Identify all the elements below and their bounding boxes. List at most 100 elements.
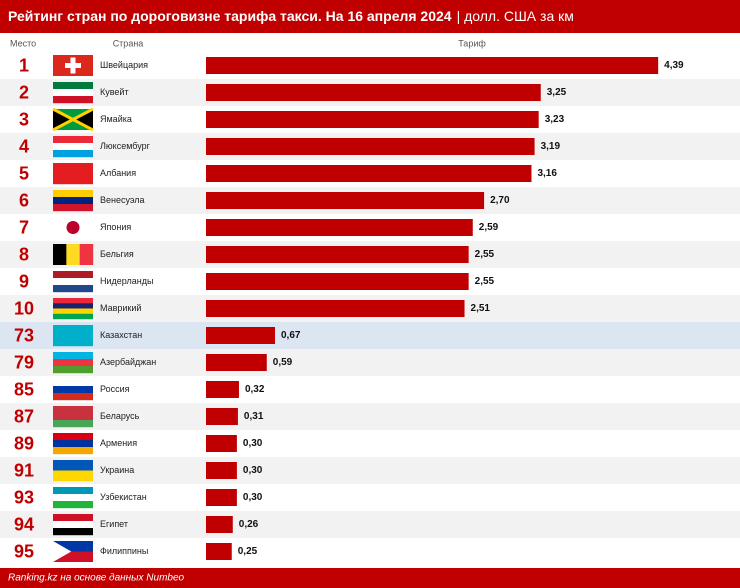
value-label: 0,67 xyxy=(281,330,301,341)
flag-part xyxy=(53,109,73,130)
country: Швейцария xyxy=(100,60,148,70)
bar xyxy=(206,138,535,155)
rank: 87 xyxy=(14,406,34,426)
flag-stripe xyxy=(53,386,93,394)
header: Тариф xyxy=(458,38,486,48)
title-bar xyxy=(0,0,740,33)
country: Армения xyxy=(100,438,137,448)
value-label: 0,32 xyxy=(245,384,265,395)
country: Россия xyxy=(100,384,130,394)
title: Рейтинг стран по дороговизне тарифа такс… xyxy=(8,8,452,24)
bar xyxy=(206,111,539,128)
flag-stripe xyxy=(53,82,93,90)
rank: 85 xyxy=(14,379,34,399)
row-background xyxy=(0,322,740,349)
header: Страна xyxy=(113,38,144,48)
flag-stripe xyxy=(53,521,93,529)
flag-sun xyxy=(66,221,80,234)
flag-stripe xyxy=(53,359,93,367)
flag-stripe xyxy=(53,413,93,421)
bar xyxy=(206,543,232,560)
value-label: 0,26 xyxy=(239,519,259,530)
flag-stripe xyxy=(53,96,93,104)
flag-stripe xyxy=(53,494,93,502)
flag-stripe xyxy=(53,313,93,320)
rank: 8 xyxy=(19,244,29,264)
flag-stripe xyxy=(53,528,93,536)
country: Узбекистан xyxy=(100,492,147,502)
country: Азербайджан xyxy=(100,357,156,367)
row-background xyxy=(0,538,740,565)
rank: 4 xyxy=(19,136,29,156)
rank: 9 xyxy=(19,271,29,291)
value-label: 0,30 xyxy=(243,438,263,449)
country: Филиппины xyxy=(100,546,148,556)
row-background xyxy=(0,457,740,484)
country: Египет xyxy=(100,519,128,529)
value-label: 2,59 xyxy=(479,222,499,233)
flag-stripe xyxy=(66,244,80,265)
flag-stripe xyxy=(53,460,93,471)
flag-stripe xyxy=(53,190,93,198)
rank: 10 xyxy=(14,298,34,318)
flag-part xyxy=(52,107,94,132)
row-background xyxy=(0,403,740,430)
flag-part xyxy=(53,541,72,562)
flag-stripe xyxy=(53,143,93,151)
flag-stripe xyxy=(79,244,94,265)
rank: 3 xyxy=(19,109,29,129)
value-label: 3,23 xyxy=(545,114,565,125)
flag xyxy=(53,551,93,562)
value-label: 0,25 xyxy=(238,546,258,557)
flag-stripe xyxy=(53,433,93,441)
flag-stripe xyxy=(53,325,93,347)
bar xyxy=(206,84,541,101)
bar xyxy=(206,300,465,317)
flag xyxy=(53,541,93,552)
flag-stripe xyxy=(53,366,93,374)
country: Казахстан xyxy=(100,330,142,340)
flag-stripe xyxy=(53,271,93,279)
value-label: 3,25 xyxy=(547,87,567,98)
rank: 94 xyxy=(14,514,34,534)
country: Япония xyxy=(100,222,131,232)
flag-stripe xyxy=(53,89,93,97)
flag-stripe xyxy=(53,514,93,522)
value-label: 0,31 xyxy=(244,411,264,422)
rank: 95 xyxy=(14,541,34,561)
country: Ямайка xyxy=(100,114,132,124)
row-background xyxy=(0,430,740,457)
bar xyxy=(206,516,233,533)
flag-stripe xyxy=(53,352,93,360)
bar xyxy=(206,165,532,182)
bar xyxy=(206,462,237,479)
rank: 73 xyxy=(14,325,34,345)
flag-cross xyxy=(70,57,76,74)
flag-stripe xyxy=(53,379,93,387)
flag-stripe xyxy=(53,303,93,309)
country: Нидерланды xyxy=(100,276,153,286)
flag-stripe xyxy=(53,308,93,314)
row-background xyxy=(0,376,740,403)
flag-stripe xyxy=(53,150,93,158)
rank: 79 xyxy=(14,352,34,372)
row-background xyxy=(0,349,740,376)
bar xyxy=(206,435,237,452)
bar xyxy=(206,192,485,209)
value-label: 3,19 xyxy=(541,141,561,152)
value-label: 4,39 xyxy=(664,60,684,71)
flag-stripe xyxy=(53,420,93,428)
country: Маврикий xyxy=(100,303,141,313)
value-label: 0,59 xyxy=(273,357,293,368)
value-label: 2,55 xyxy=(475,276,495,287)
row-background xyxy=(0,511,740,538)
rank: 89 xyxy=(14,433,34,453)
bar xyxy=(206,57,659,74)
rank: 2 xyxy=(19,82,29,102)
country: Украина xyxy=(100,465,134,475)
flag-stripe xyxy=(53,278,93,286)
flag-stripe xyxy=(53,487,93,495)
flag-stripe xyxy=(53,501,93,509)
flag-stripe xyxy=(53,447,93,455)
